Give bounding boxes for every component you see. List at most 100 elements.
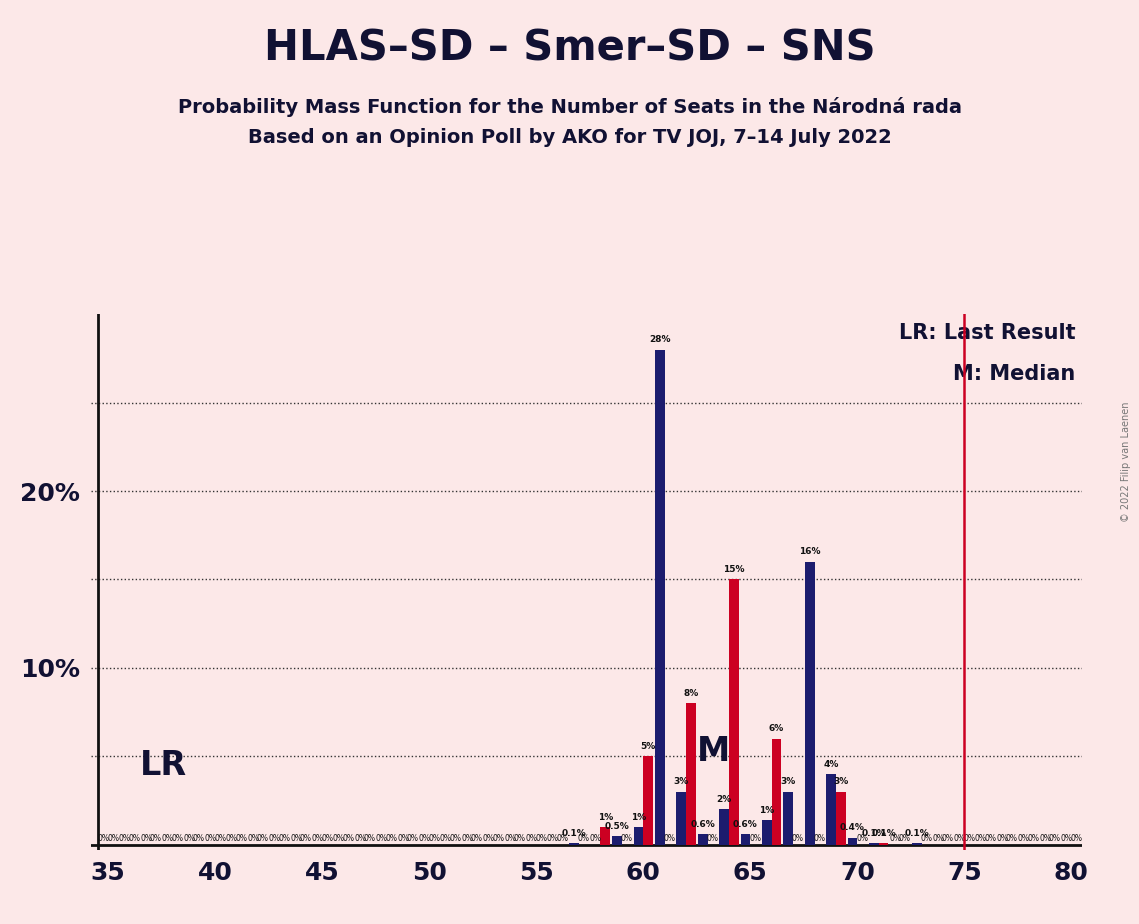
Text: 0%: 0% bbox=[278, 834, 290, 843]
Bar bbox=[912, 843, 921, 845]
Text: 0%: 0% bbox=[1049, 834, 1060, 843]
Text: 0%: 0% bbox=[343, 834, 354, 843]
Text: 4%: 4% bbox=[823, 760, 838, 769]
Bar bbox=[720, 809, 729, 845]
Text: 0%: 0% bbox=[1018, 834, 1030, 843]
Text: 0%: 0% bbox=[129, 834, 140, 843]
Text: M: M bbox=[697, 735, 730, 768]
Text: 0%: 0% bbox=[440, 834, 452, 843]
Bar bbox=[847, 838, 858, 845]
Text: 0%: 0% bbox=[964, 834, 975, 843]
Bar bbox=[826, 774, 836, 845]
Text: 0%: 0% bbox=[813, 834, 826, 843]
Text: 0%: 0% bbox=[204, 834, 216, 843]
Text: 3%: 3% bbox=[780, 777, 796, 786]
Text: 16%: 16% bbox=[798, 548, 820, 556]
Text: 1%: 1% bbox=[598, 813, 613, 821]
Text: 0%: 0% bbox=[214, 834, 226, 843]
Text: 0%: 0% bbox=[192, 834, 205, 843]
Text: 0%: 0% bbox=[385, 834, 398, 843]
Text: 0%: 0% bbox=[899, 834, 911, 843]
Text: 0%: 0% bbox=[492, 834, 505, 843]
Text: 0.6%: 0.6% bbox=[734, 820, 757, 829]
Text: 0%: 0% bbox=[505, 834, 516, 843]
Bar bbox=[878, 843, 888, 845]
Text: 0%: 0% bbox=[932, 834, 944, 843]
Text: 5%: 5% bbox=[640, 742, 656, 751]
Text: 0%: 0% bbox=[1060, 834, 1073, 843]
Bar bbox=[655, 349, 665, 845]
Text: 0%: 0% bbox=[461, 834, 474, 843]
Text: 0%: 0% bbox=[984, 834, 997, 843]
Bar bbox=[570, 843, 579, 845]
Text: 0%: 0% bbox=[483, 834, 494, 843]
Text: 0.6%: 0.6% bbox=[690, 820, 715, 829]
Bar bbox=[805, 562, 814, 845]
Text: 0%: 0% bbox=[942, 834, 953, 843]
Text: HLAS–SD – Smer–SD – SNS: HLAS–SD – Smer–SD – SNS bbox=[264, 28, 875, 69]
Text: 0%: 0% bbox=[525, 834, 538, 843]
Text: 0%: 0% bbox=[226, 834, 238, 843]
Bar bbox=[644, 757, 653, 845]
Text: 0%: 0% bbox=[547, 834, 559, 843]
Text: 6%: 6% bbox=[769, 724, 784, 734]
Text: 0%: 0% bbox=[975, 834, 986, 843]
Text: 0%: 0% bbox=[590, 834, 601, 843]
Text: 0%: 0% bbox=[621, 834, 632, 843]
Text: 3%: 3% bbox=[833, 777, 849, 786]
Text: 0%: 0% bbox=[333, 834, 345, 843]
Bar bbox=[729, 579, 738, 845]
Text: Based on an Opinion Poll by AKO for TV JOJ, 7–14 July 2022: Based on an Opinion Poll by AKO for TV J… bbox=[247, 128, 892, 147]
Text: 8%: 8% bbox=[683, 689, 698, 698]
Text: © 2022 Filip van Laenen: © 2022 Filip van Laenen bbox=[1121, 402, 1131, 522]
Text: 0%: 0% bbox=[1006, 834, 1018, 843]
Text: 1%: 1% bbox=[631, 813, 646, 821]
Text: 0%: 0% bbox=[1039, 834, 1051, 843]
Text: 2%: 2% bbox=[716, 795, 731, 804]
Text: 0%: 0% bbox=[376, 834, 387, 843]
Text: 0%: 0% bbox=[997, 834, 1008, 843]
Text: 0%: 0% bbox=[162, 834, 173, 843]
Text: 15%: 15% bbox=[723, 565, 745, 574]
Bar bbox=[633, 827, 644, 845]
Text: 0.1%: 0.1% bbox=[904, 829, 929, 838]
Text: 0%: 0% bbox=[535, 834, 547, 843]
Text: 0.1%: 0.1% bbox=[861, 829, 886, 838]
Text: 0.4%: 0.4% bbox=[841, 823, 865, 833]
Text: LR: Last Result: LR: Last Result bbox=[899, 323, 1075, 343]
Text: 0%: 0% bbox=[300, 834, 312, 843]
Text: 0%: 0% bbox=[920, 834, 933, 843]
Text: 0%: 0% bbox=[953, 834, 966, 843]
Text: 0%: 0% bbox=[857, 834, 868, 843]
Text: 0%: 0% bbox=[290, 834, 302, 843]
Text: 0%: 0% bbox=[428, 834, 440, 843]
Text: 0%: 0% bbox=[398, 834, 409, 843]
Bar bbox=[784, 792, 793, 845]
Text: Probability Mass Function for the Number of Seats in the Národná rada: Probability Mass Function for the Number… bbox=[178, 97, 961, 117]
Bar bbox=[613, 836, 622, 845]
Text: M: Median: M: Median bbox=[953, 364, 1075, 383]
Text: 0.1%: 0.1% bbox=[562, 829, 587, 838]
Text: 0%: 0% bbox=[118, 834, 131, 843]
Text: 0%: 0% bbox=[706, 834, 719, 843]
Text: 0%: 0% bbox=[247, 834, 260, 843]
Text: 28%: 28% bbox=[649, 335, 671, 345]
Text: 0%: 0% bbox=[1027, 834, 1040, 843]
Text: 1%: 1% bbox=[760, 806, 775, 815]
Text: 0%: 0% bbox=[236, 834, 247, 843]
Text: 0%: 0% bbox=[171, 834, 183, 843]
Bar bbox=[762, 820, 772, 845]
Text: 0%: 0% bbox=[407, 834, 419, 843]
Bar bbox=[772, 738, 781, 845]
Text: 0%: 0% bbox=[98, 834, 109, 843]
Text: 0%: 0% bbox=[354, 834, 367, 843]
Text: 0%: 0% bbox=[321, 834, 333, 843]
Text: 0%: 0% bbox=[557, 834, 568, 843]
Text: 0%: 0% bbox=[577, 834, 590, 843]
Text: 0%: 0% bbox=[363, 834, 376, 843]
Text: 0%: 0% bbox=[514, 834, 526, 843]
Text: 0%: 0% bbox=[311, 834, 323, 843]
Text: 0%: 0% bbox=[792, 834, 804, 843]
Text: 0%: 0% bbox=[1071, 834, 1082, 843]
Text: 0%: 0% bbox=[450, 834, 461, 843]
